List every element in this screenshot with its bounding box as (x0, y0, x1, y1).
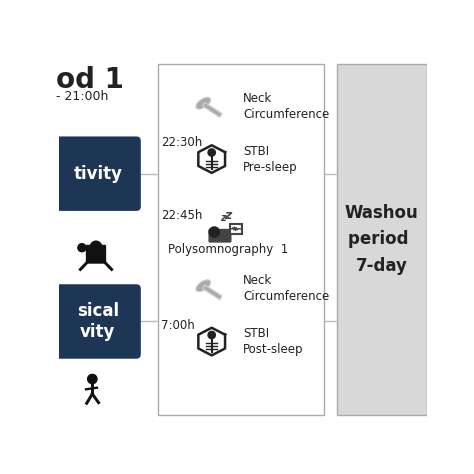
FancyBboxPatch shape (55, 137, 141, 211)
FancyBboxPatch shape (55, 284, 141, 359)
FancyBboxPatch shape (337, 64, 427, 415)
Text: STBI
Pre-sleep: STBI Pre-sleep (243, 145, 298, 173)
Text: Neck
Circumference: Neck Circumference (243, 91, 329, 121)
Ellipse shape (196, 280, 210, 292)
Text: sical
vity: sical vity (77, 302, 119, 341)
FancyBboxPatch shape (209, 229, 231, 242)
Circle shape (88, 374, 97, 383)
Ellipse shape (197, 281, 209, 291)
FancyBboxPatch shape (87, 246, 105, 263)
Circle shape (91, 241, 101, 252)
Text: STBI
Post-sleep: STBI Post-sleep (243, 327, 303, 356)
FancyBboxPatch shape (230, 224, 242, 234)
FancyBboxPatch shape (158, 64, 324, 415)
Text: 22:45h: 22:45h (161, 209, 203, 222)
Ellipse shape (196, 98, 210, 109)
Circle shape (78, 244, 86, 252)
Text: Polysomnography  1: Polysomnography 1 (168, 243, 288, 256)
Circle shape (208, 331, 215, 338)
Text: Washou
period 
7-day: Washou period 7-day (345, 204, 418, 275)
Text: z: z (225, 209, 232, 222)
Text: Neck
Circumference: Neck Circumference (243, 274, 329, 303)
Text: - 21:00h: - 21:00h (55, 90, 108, 103)
Text: 22:30h: 22:30h (161, 136, 202, 149)
Text: od 1: od 1 (55, 66, 123, 94)
Circle shape (209, 227, 219, 237)
Text: tivity: tivity (73, 164, 122, 182)
Text: z: z (220, 213, 226, 223)
Circle shape (208, 149, 215, 156)
Text: 7:00h: 7:00h (161, 319, 195, 332)
Ellipse shape (197, 99, 209, 108)
